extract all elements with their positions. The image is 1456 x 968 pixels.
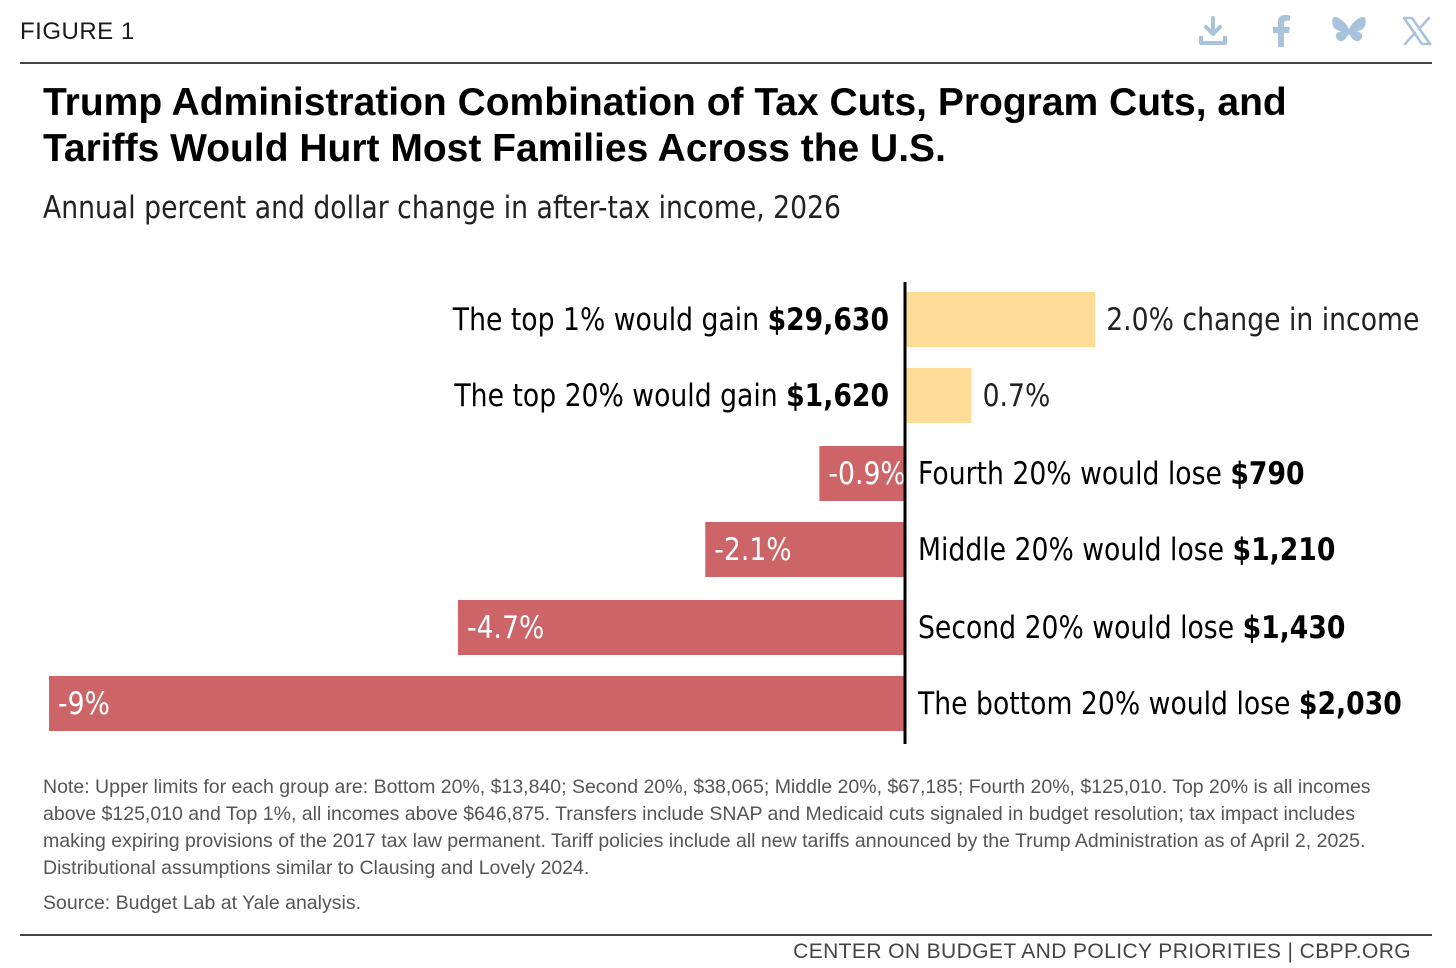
data-label: -2.1% [714,531,791,567]
footer-rule [20,934,1432,936]
bar-5 [457,600,905,655]
chart-title: Trump Administration Combination of Tax … [43,80,1433,172]
row-5-labels: -4.7% Second 20% would lose $1,430 [467,609,1345,645]
category-description: Second 20% would lose $1,430 [918,609,1345,645]
bar-1 [905,292,1096,347]
chart-subtitle: Annual percent and dollar change in afte… [43,190,842,226]
category-description: Fourth 20% would lose $790 [918,455,1305,491]
row-6-labels: -9% The bottom 20% would lose $2,030 [58,685,1402,721]
data-label: 2.0% change in income [1106,301,1419,337]
bar-chart: The top 1% would gain $29,630 2.0% change… [49,282,1420,744]
facebook-icon[interactable] [1262,12,1300,50]
title-line-2: Tariffs Would Hurt Most Families Across … [43,127,946,170]
share-toolbar [1194,12,1436,50]
figure-label: FIGURE 1 [20,18,135,45]
category-description: Middle 20% would lose $1,210 [918,531,1335,567]
data-label: -0.9% [828,455,905,491]
row-3-labels: -0.9% Fourth 20% would lose $790 [828,455,1304,491]
row-2-labels: The top 20% would gain $1,620 0.7% [453,377,1050,413]
data-label: -9% [58,685,110,721]
bar-2 [905,368,972,423]
download-icon[interactable] [1194,12,1232,50]
bar-3 [819,446,905,501]
chart-note: Note: Upper limits for each group are: B… [43,776,1371,879]
footer-credit: CENTER ON BUDGET AND POLICY PRIORITIES |… [793,940,1411,963]
row-1-labels: The top 1% would gain $29,630 2.0% change… [452,301,1420,337]
category-description: The top 20% would gain $1,620 [453,377,889,413]
bar-6 [49,676,905,731]
chart-source: Source: Budget Lab at Yale analysis. [43,892,361,914]
row-4-labels: -2.1% Middle 20% would lose $1,210 [714,531,1335,567]
category-description: The bottom 20% would lose $2,030 [917,685,1402,721]
title-line-1: Trump Administration Combination of Tax … [43,81,1287,124]
x-icon[interactable] [1398,12,1436,50]
data-label: 0.7% [983,377,1051,413]
bluesky-icon[interactable] [1330,12,1368,50]
category-description: The top 1% would gain $29,630 [452,301,889,337]
data-label: -4.7% [467,609,544,645]
header-rule [20,62,1432,64]
bar-4 [705,522,905,577]
